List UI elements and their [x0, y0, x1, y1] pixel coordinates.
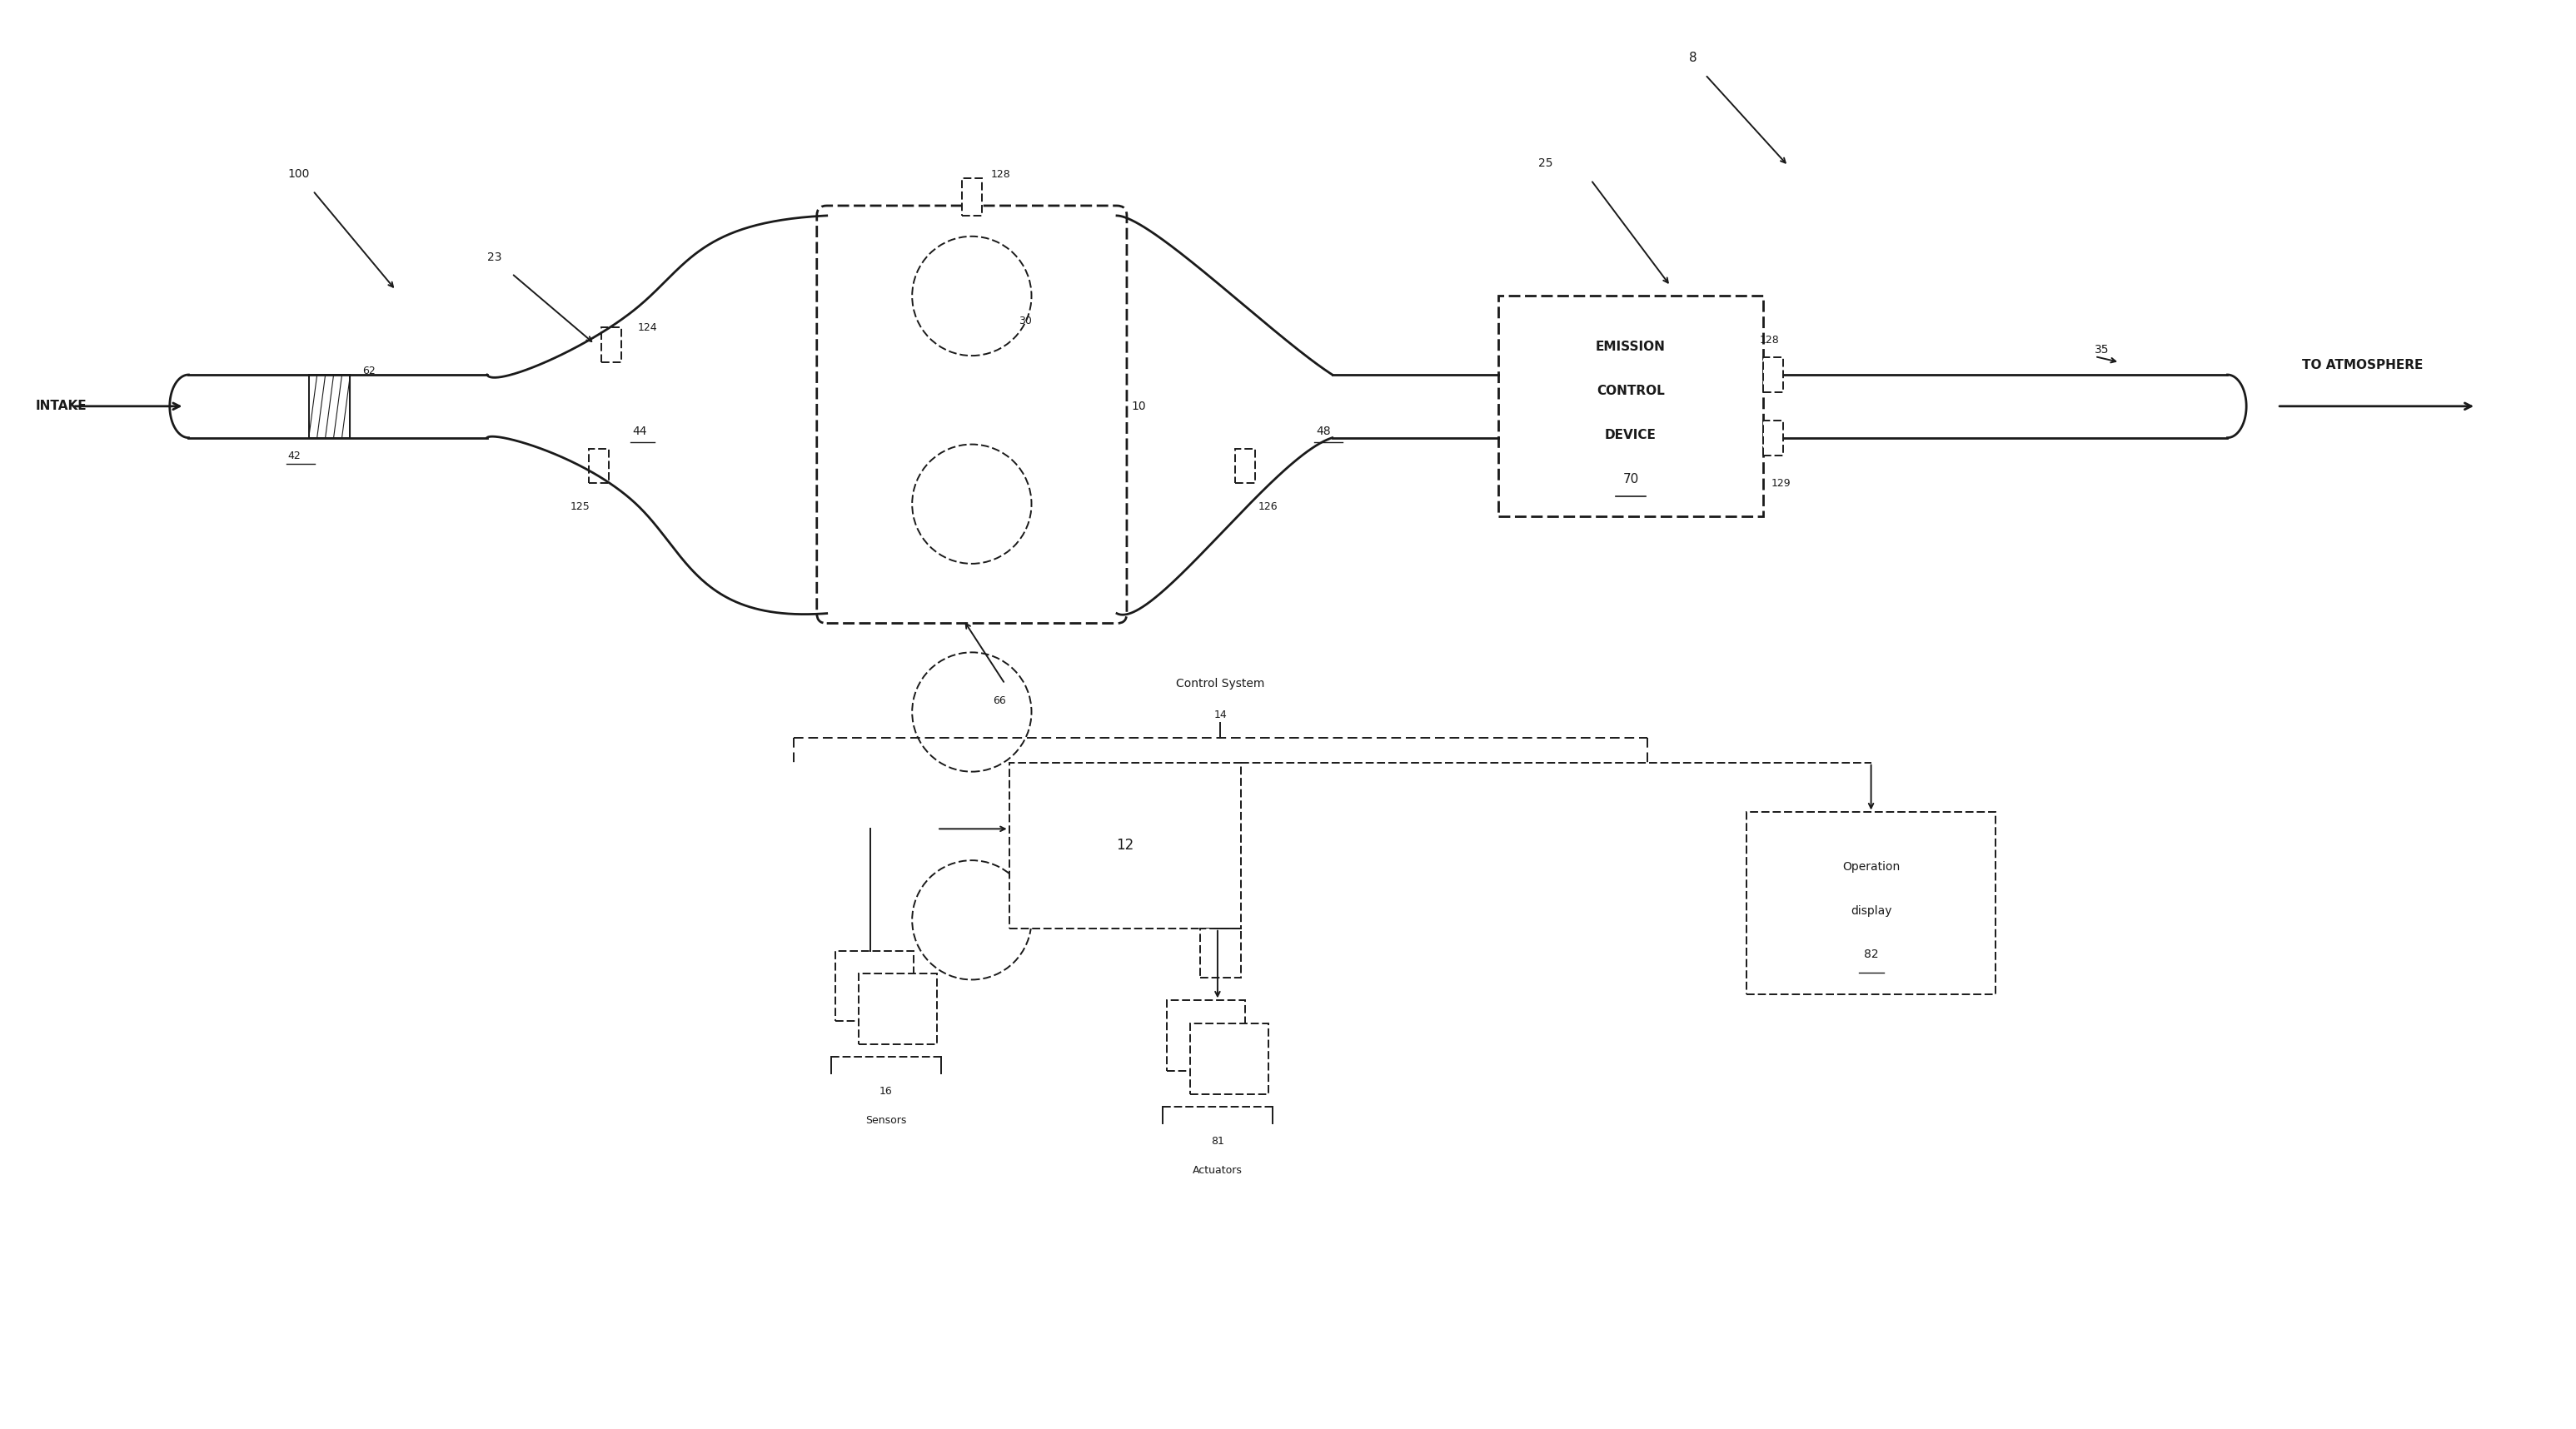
Bar — [1200, 929, 1242, 977]
FancyBboxPatch shape — [817, 206, 1126, 623]
Bar — [1499, 296, 1765, 516]
Text: 44: 44 — [631, 426, 647, 437]
Bar — [590, 449, 608, 483]
Bar — [858, 975, 938, 1045]
Text: 12: 12 — [1115, 837, 1133, 853]
Text: 128: 128 — [992, 169, 1010, 180]
Circle shape — [912, 444, 1030, 563]
Text: Control System: Control System — [1177, 677, 1265, 690]
Text: 8: 8 — [1690, 51, 1698, 64]
Bar — [1010, 763, 1242, 929]
Text: TO ATMOSPHERE: TO ATMOSPHERE — [2303, 359, 2424, 372]
Text: 62: 62 — [363, 366, 376, 376]
Text: 30: 30 — [1020, 316, 1033, 326]
Text: 129: 129 — [1772, 477, 1790, 489]
Text: 35: 35 — [2094, 344, 2110, 356]
Bar — [1236, 449, 1255, 483]
Bar — [1167, 1000, 1244, 1070]
Text: 14: 14 — [1213, 709, 1226, 720]
Text: 25: 25 — [1538, 157, 1553, 169]
Text: 128: 128 — [1759, 334, 1780, 346]
Bar — [961, 179, 981, 216]
Bar — [1765, 420, 1783, 454]
Circle shape — [912, 860, 1030, 980]
Text: EMISSION: EMISSION — [1595, 340, 1667, 353]
Text: Operation: Operation — [1842, 862, 1901, 873]
Text: 124: 124 — [639, 322, 657, 333]
Text: 10: 10 — [1131, 400, 1146, 412]
Text: INTAKE: INTAKE — [36, 400, 88, 413]
Text: 48: 48 — [1316, 426, 1329, 437]
Circle shape — [912, 236, 1030, 356]
Text: 125: 125 — [569, 502, 590, 512]
Bar — [835, 950, 914, 1022]
Text: 23: 23 — [487, 252, 502, 263]
Bar — [309, 374, 350, 437]
Text: 16: 16 — [878, 1086, 894, 1097]
Text: 126: 126 — [1257, 502, 1278, 512]
Text: 81: 81 — [1211, 1136, 1224, 1146]
Text: Actuators: Actuators — [1193, 1165, 1242, 1176]
Bar — [1747, 812, 1996, 995]
Text: Sensors: Sensors — [866, 1115, 907, 1126]
Text: display: display — [1850, 905, 1891, 916]
Text: DEVICE: DEVICE — [1605, 429, 1656, 442]
Text: CONTROL: CONTROL — [1597, 384, 1664, 397]
Text: 100: 100 — [289, 169, 309, 180]
Circle shape — [912, 653, 1030, 772]
Text: 82: 82 — [1862, 949, 1878, 960]
Bar — [1765, 357, 1783, 392]
Text: 70: 70 — [1623, 473, 1638, 486]
Text: 66: 66 — [992, 694, 1005, 706]
Text: 42: 42 — [289, 450, 301, 462]
Bar — [600, 327, 621, 363]
Bar — [1190, 1023, 1267, 1095]
